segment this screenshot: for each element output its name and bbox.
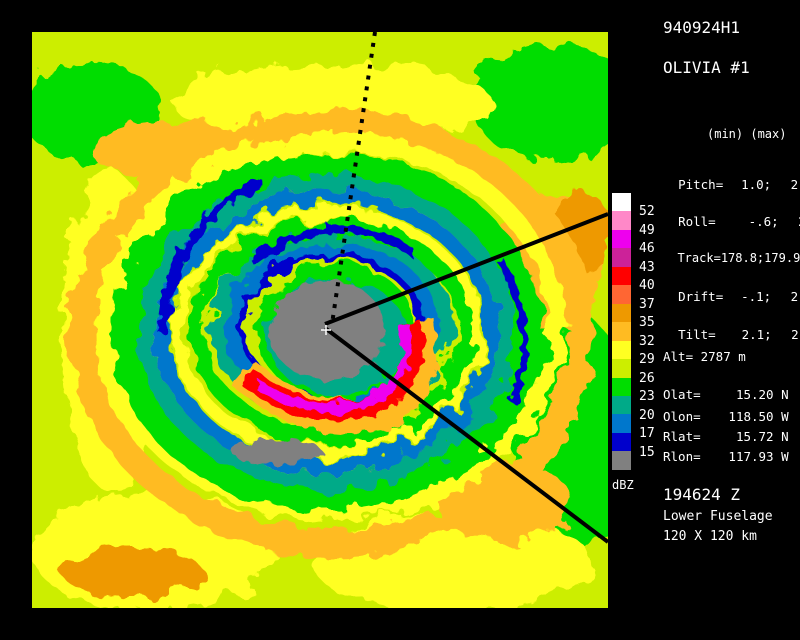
legend-swatch (612, 303, 631, 323)
pitch-row: Pitch= 1.0; 2.4 (663, 162, 800, 192)
legend-level-label: 43 (639, 259, 655, 275)
dbz-color-legend (612, 193, 631, 470)
drift-row: Drift= -.1; 2.2 (663, 274, 800, 304)
legend-swatch (612, 322, 631, 341)
olat-label: Olat= (663, 387, 701, 402)
dbz-unit-label: dBZ (612, 478, 634, 492)
legend-swatch (612, 414, 631, 433)
track-label: Track= (677, 251, 721, 265)
legend-level-label: 17 (639, 426, 655, 442)
radar-name: Lower Fuselage (663, 509, 773, 524)
legend-level-label: 35 (639, 315, 655, 331)
tilt-max: 2.8 (791, 327, 800, 342)
legend-swatch (612, 377, 631, 396)
legend-level-label: 52 (639, 204, 655, 220)
legend-level-label: 37 (639, 296, 655, 312)
legend-level-label: 15 (639, 444, 655, 460)
roll-label: Roll= (678, 214, 716, 229)
legend-level-label: 26 (639, 370, 655, 386)
track-min: 178.8; (720, 251, 765, 265)
legend-swatch (612, 432, 631, 452)
track-max: 179.9 (764, 251, 800, 265)
flight-id: 940924H1 (663, 18, 741, 37)
olon-row: Olon= 118.50 W (663, 409, 789, 424)
rlat-label: Rlat= (663, 429, 701, 444)
rlat-value: 15.72 N (735, 429, 789, 444)
track-row: Track=178.8;179.9 (663, 237, 800, 265)
roll-min: -.6; (748, 214, 779, 229)
minmax-header: (min) (max) (707, 127, 787, 141)
legend-swatch (612, 229, 631, 249)
rlat-row: Rlat= 15.72 N (663, 429, 789, 444)
drift-label: Drift= (678, 289, 724, 304)
legend-swatch (612, 451, 631, 470)
legend-swatch (612, 285, 631, 304)
legend-swatch (612, 359, 631, 378)
legend-swatch (612, 340, 631, 360)
legend-swatch (612, 248, 631, 267)
drift-min: -.1; (741, 289, 772, 304)
rlon-label: Rlon= (663, 449, 701, 464)
olat-value: 15.20 N (735, 387, 789, 402)
legend-level-label: 29 (639, 352, 655, 368)
radar-reflectivity-image (32, 32, 608, 608)
roll-row: Roll= -.6;2.1 (663, 199, 800, 229)
legend-level-label: 23 (639, 389, 655, 405)
legend-level-label: 46 (639, 241, 655, 257)
domain-size: 120 X 120 km (663, 529, 757, 544)
legend-swatch (612, 211, 631, 230)
legend-level-label: 40 (639, 278, 655, 294)
legend-level-label: 49 (639, 222, 655, 238)
legend-level-label: 32 (639, 333, 655, 349)
legend-swatch (612, 266, 631, 286)
legend-swatch (612, 395, 631, 415)
storm-name: OLIVIA #1 (663, 58, 750, 77)
olon-value: 118.50 W (728, 409, 789, 424)
tilt-min: 2.1; (741, 327, 772, 342)
tilt-row: Tilt= 2.1; 2.8 (663, 312, 800, 342)
altitude: Alt= 2787 m (663, 349, 746, 364)
legend-level-label: 20 (639, 407, 655, 423)
pitch-max: 2.4 (790, 177, 800, 192)
olat-row: Olat= 15.20 N (663, 387, 789, 402)
roll-max: 2.1 (779, 214, 800, 229)
scan-time: 194624 Z (663, 485, 741, 504)
pitch-label: Pitch= (678, 177, 724, 192)
olon-label: Olon= (663, 409, 701, 424)
drift-max: 2.2 (790, 289, 800, 304)
rlon-row: Rlon= 117.93 W (663, 449, 789, 464)
tilt-label: Tilt= (678, 327, 716, 342)
pitch-min: 1.0; (741, 177, 772, 192)
rlon-value: 117.93 W (728, 449, 789, 464)
legend-swatch (612, 193, 631, 212)
